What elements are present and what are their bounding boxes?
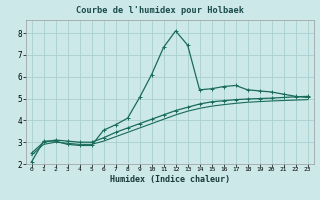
Text: Courbe de l'humidex pour Holbaek: Courbe de l'humidex pour Holbaek <box>76 6 244 15</box>
X-axis label: Humidex (Indice chaleur): Humidex (Indice chaleur) <box>109 175 230 184</box>
